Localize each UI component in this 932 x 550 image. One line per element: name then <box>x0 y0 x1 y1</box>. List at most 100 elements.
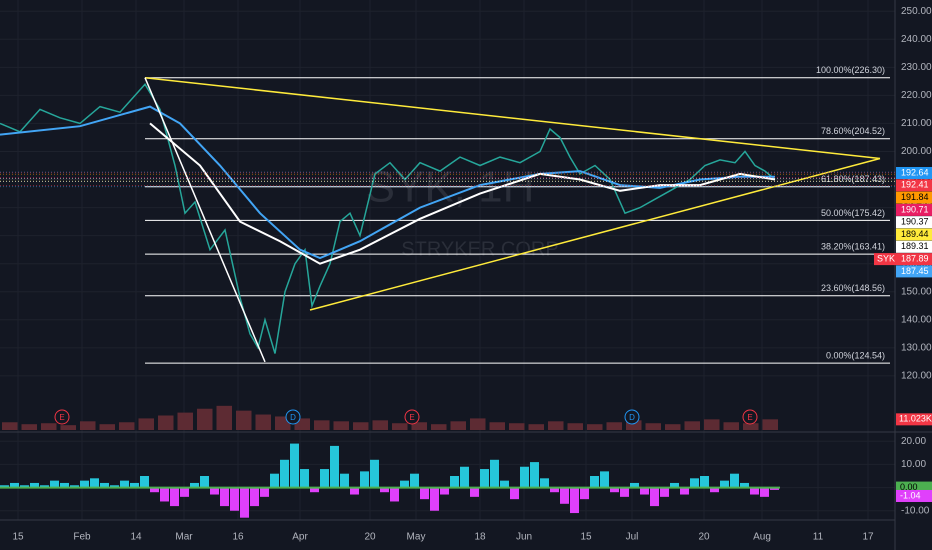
symbol-tag <box>874 253 896 266</box>
volume-bar <box>333 421 349 430</box>
x-tick-label: 14 <box>130 532 142 543</box>
x-tick-label: 18 <box>474 532 486 543</box>
oscillator-bar <box>670 482 679 488</box>
x-tick-label: 11 <box>813 532 824 543</box>
y-tick-label: 240.00 <box>901 34 932 45</box>
price-tag <box>896 240 932 253</box>
volume-bar <box>392 423 408 430</box>
oscillator-bar <box>100 482 109 488</box>
fib-label: 78.60%(204.52) <box>821 126 885 136</box>
oscillator-bar <box>460 466 469 488</box>
oscillator-bar <box>750 487 759 495</box>
x-tick-label: Apr <box>292 532 308 543</box>
volume-bar <box>704 419 720 430</box>
oscillator-bar <box>520 466 529 488</box>
price-tag <box>896 253 932 266</box>
oscillator-bar <box>260 487 269 497</box>
volume-bar <box>177 412 193 430</box>
volume-bar <box>41 423 57 430</box>
oscillator-bar <box>510 487 519 500</box>
volume-bar <box>762 419 778 430</box>
price-tag <box>896 191 932 204</box>
oscillator-bar <box>430 487 439 511</box>
oscillator-bar <box>120 480 129 488</box>
oscillator-bar <box>550 487 559 493</box>
volume-bar <box>21 424 37 430</box>
oscillator-bar <box>80 480 89 488</box>
price-tag <box>896 167 932 179</box>
y-tick-label: 10.00 <box>901 459 926 470</box>
oscillator-bar <box>420 487 429 500</box>
price-line <box>149 122 776 265</box>
volume-bar <box>509 423 525 430</box>
oscillator-bar <box>410 473 419 488</box>
x-tick-label: 20 <box>364 532 376 543</box>
oscillator-bar <box>440 487 449 495</box>
trend-line <box>144 77 266 363</box>
volume-bar <box>743 423 759 430</box>
price-tag-label: 189.31 <box>901 241 929 251</box>
price-tag-label: 192.41 <box>901 180 929 190</box>
oscillator-bar <box>300 469 309 488</box>
volume-bar <box>528 424 544 430</box>
oscillator-bar <box>470 487 479 497</box>
volume-bar <box>294 418 310 430</box>
event-marker <box>285 409 301 425</box>
oscillator-bar <box>760 487 769 497</box>
y-tick-label: 130.00 <box>901 342 932 353</box>
oscillator-bar <box>0 485 9 488</box>
volume-bar <box>80 421 96 430</box>
price-tag <box>896 216 932 229</box>
x-tick-label: 15 <box>580 532 592 543</box>
oscillator-bar <box>70 485 79 488</box>
volume-bar <box>2 422 18 430</box>
y-tick-label: 140.00 <box>901 314 932 325</box>
volume-bar <box>723 422 739 430</box>
price-tag <box>896 179 932 192</box>
oscillator-bar <box>580 487 589 500</box>
price-tag-label: 189.44 <box>901 229 929 239</box>
volume-bar <box>216 405 232 430</box>
volume-bar <box>645 423 661 430</box>
oscillator-bar <box>720 480 729 488</box>
oscillator-bar <box>340 473 349 488</box>
price-tag-label: 187.45 <box>901 266 929 276</box>
oscillator-bar <box>150 487 159 493</box>
y-tick-label: 250.00 <box>901 6 932 17</box>
event-label: E <box>409 413 414 422</box>
oscillator-bar <box>270 473 279 488</box>
oscillator-bar <box>130 482 139 488</box>
y-tick-label: 150.00 <box>901 286 932 297</box>
oscillator-bar <box>690 478 699 488</box>
oscillator-bar <box>140 476 149 488</box>
oscillator-bar <box>50 480 59 488</box>
y-tick-label: 230.00 <box>901 62 932 73</box>
oscillator-bar <box>360 471 369 488</box>
oscillator-tag-label: 0.00 <box>900 482 918 492</box>
volume-bar <box>60 425 76 430</box>
oscillator-bar <box>170 487 179 507</box>
price-line <box>0 82 776 354</box>
oscillator-bar <box>210 487 219 495</box>
price-tag <box>896 265 932 278</box>
volume-bar <box>665 424 681 430</box>
volume-tag <box>896 413 932 426</box>
y-tick-label: 20.00 <box>901 436 926 447</box>
volume-bar <box>314 420 330 430</box>
oscillator-bar <box>330 445 339 488</box>
volume-bar <box>353 422 369 430</box>
oscillator-bar <box>450 476 459 488</box>
oscillator-bar <box>200 476 209 488</box>
price-tag <box>896 228 932 241</box>
oscillator-bar <box>530 462 539 488</box>
fib-label: 23.60%(148.56) <box>821 283 885 293</box>
oscillator-bar <box>660 487 669 497</box>
volume-bar <box>587 424 603 430</box>
y-tick-label: 210.00 <box>901 118 932 129</box>
trend-line <box>309 157 881 311</box>
fib-label: 50.00%(175.42) <box>821 208 885 218</box>
fib-label: 38.20%(163.41) <box>821 241 885 251</box>
oscillator-bar <box>110 485 119 488</box>
oscillator-bar <box>680 487 689 495</box>
